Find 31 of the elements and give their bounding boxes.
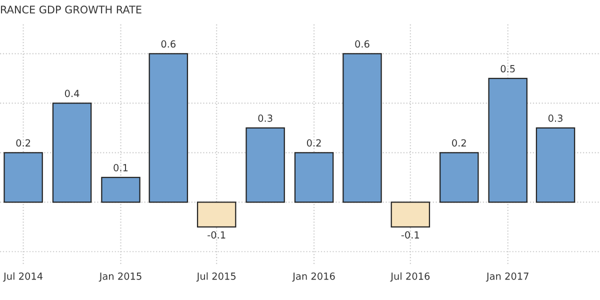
data-label: 0.3 (258, 114, 272, 122)
bar (101, 176, 140, 203)
bar (536, 127, 576, 203)
data-label: 0.6 (355, 40, 370, 48)
data-label: 0.1 (114, 164, 128, 172)
data-label: 0.2 (452, 139, 466, 147)
bar (342, 53, 382, 203)
data-label: 0.4 (64, 90, 80, 98)
x-tick-label: Jan 2016 (292, 272, 335, 282)
x-tick-label: Jan 2015 (98, 272, 142, 282)
bar (148, 53, 188, 203)
chart-title: RANCE GDP GROWTH RATE (1, 6, 142, 14)
bar (390, 202, 430, 228)
bar (488, 78, 528, 203)
data-label: -0.1 (401, 231, 420, 239)
bar (52, 102, 92, 203)
x-tick-label: Jul 2014 (3, 272, 43, 282)
bar (196, 202, 236, 228)
bar (4, 152, 43, 203)
data-label: 0.2 (16, 139, 30, 147)
bar (246, 127, 285, 203)
bar (294, 152, 334, 203)
data-label: 0.6 (161, 40, 176, 48)
data-label: -0.1 (208, 231, 226, 239)
x-tick-label: Jul 2016 (390, 272, 430, 282)
data-label: 0.2 (306, 139, 321, 147)
data-label: 0.5 (500, 65, 515, 72)
x-tick-label: Jul 2015 (196, 272, 236, 282)
data-label: 0.3 (548, 114, 562, 122)
x-tick-label: Jan 2017 (486, 272, 528, 282)
bar (440, 152, 479, 203)
